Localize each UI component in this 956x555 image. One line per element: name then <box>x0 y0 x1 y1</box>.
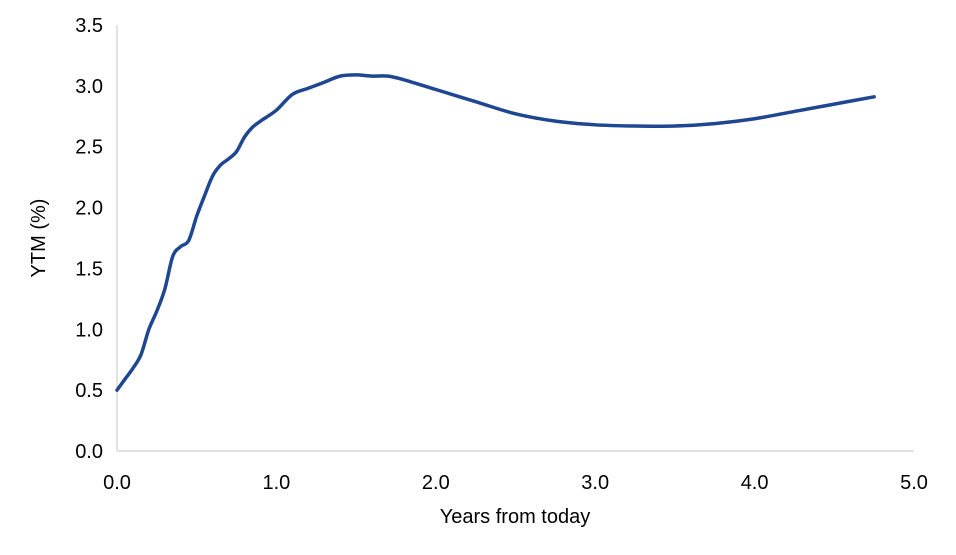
x-tick-label: 4.0 <box>741 472 769 494</box>
y-tick-label: 3.0 <box>75 76 103 98</box>
x-axis-title: Years from today <box>440 506 590 528</box>
x-tick-label: 0.0 <box>103 472 131 494</box>
y-tick-label: 1.5 <box>75 258 103 280</box>
x-tick-label: 5.0 <box>900 472 928 494</box>
y-tick-label: 2.5 <box>75 137 103 159</box>
x-tick-label: 1.0 <box>262 472 290 494</box>
y-axis-title: YTM (%) <box>28 199 50 278</box>
x-tick-label: 2.0 <box>422 472 450 494</box>
y-tick-label: 3.5 <box>75 15 103 37</box>
y-tick-label: 0.0 <box>75 441 103 463</box>
ytm-series-line <box>115 73 876 392</box>
y-tick-label: 1.0 <box>75 319 103 341</box>
x-tick-label: 3.0 <box>581 472 609 494</box>
y-tick-label: 0.5 <box>75 380 103 402</box>
y-tick-label: 2.0 <box>75 198 103 220</box>
